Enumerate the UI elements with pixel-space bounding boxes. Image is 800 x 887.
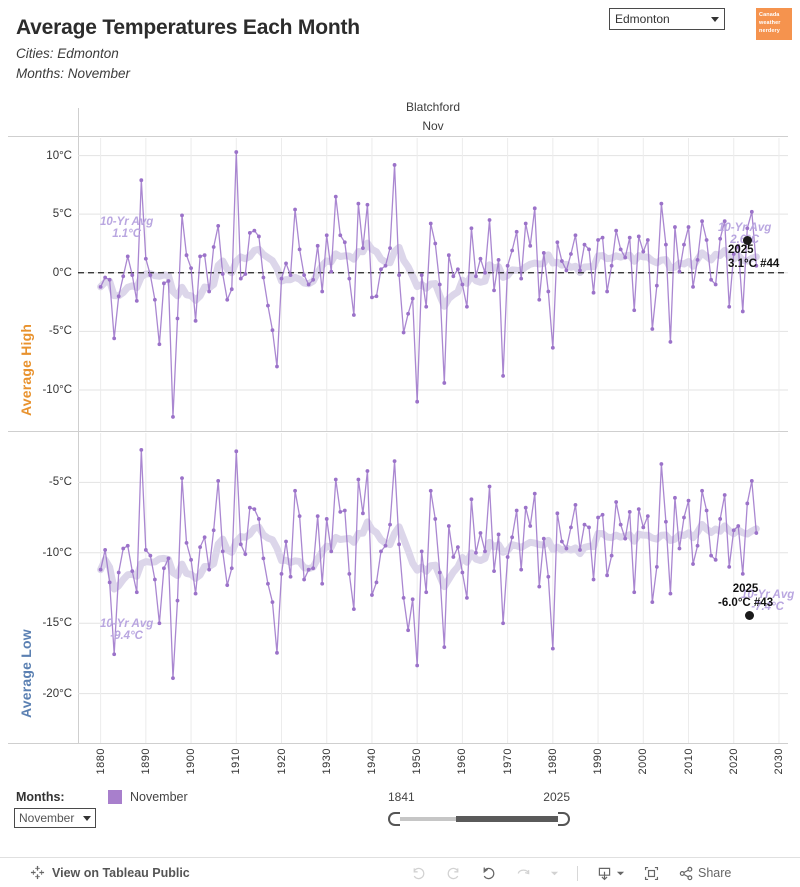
slider-bar-dark <box>456 816 562 822</box>
cities-subtitle: Cities: Edmonton <box>16 46 119 62</box>
months-select[interactable]: November <box>14 808 96 828</box>
slider-bar-light <box>398 817 456 821</box>
brand-line-3: nerdery <box>759 27 780 34</box>
x-tick-1900: 1900 <box>185 748 198 775</box>
slider-max-label: 2025 <box>543 790 570 804</box>
legend-swatch[interactable] <box>108 790 122 804</box>
year-range-slider[interactable]: 1841 2025 <box>388 790 570 826</box>
y-axis-title-high: Average High <box>18 323 34 416</box>
share-label: Share <box>698 866 732 880</box>
fullscreen-icon[interactable] <box>643 865 660 882</box>
legend-label: November <box>130 790 188 804</box>
x-tick-1990: 1990 <box>592 748 605 775</box>
divider-top <box>8 136 788 137</box>
x-tick-1890: 1890 <box>139 748 152 775</box>
slider-min-label: 1841 <box>388 790 415 804</box>
y-tick-high-4: -10°C <box>42 383 72 396</box>
y-tick-high-2: 0°C <box>52 266 72 279</box>
divider-bottom <box>8 743 788 744</box>
y-tick-low-0: -5°C <box>48 476 72 489</box>
plot-low[interactable] <box>78 433 788 743</box>
slider-handle-left[interactable] <box>388 812 400 826</box>
refresh-icon[interactable] <box>515 865 532 882</box>
view-on-tableau-public-label: View on Tableau Public <box>52 865 190 880</box>
months-select-value: November <box>19 811 75 825</box>
x-tick-2020: 2020 <box>727 748 740 775</box>
footer-toolbar: View on Tableau Public <box>0 857 800 887</box>
y-tick-high-1: 5°C <box>52 208 72 221</box>
city-select[interactable]: Edmonton <box>609 8 725 30</box>
chart-area: Blatchford Nov Average High Average Low … <box>0 98 800 788</box>
slider-handle-right[interactable] <box>558 812 570 826</box>
refresh-dropdown-icon[interactable] <box>550 869 559 878</box>
months-subtitle: Months: November <box>16 65 131 81</box>
current-year-marker-high[interactable] <box>743 236 752 245</box>
share-icon[interactable]: Share <box>678 865 731 882</box>
city-select-value: Edmonton <box>615 12 670 26</box>
viz-toolbar: Share <box>410 858 731 887</box>
panel-average-low[interactable]: 10-Yr Avg -9.4°C 10-Yr Avg -7.4°C 2025 -… <box>78 433 794 743</box>
slider-track[interactable] <box>388 812 570 826</box>
x-tick-1950: 1950 <box>411 748 424 775</box>
y-tick-high-0: 10°C <box>46 149 72 162</box>
chart-month-label: Nov <box>422 119 444 133</box>
x-tick-1970: 1970 <box>501 748 514 775</box>
panel-average-high[interactable]: 10-Yr Avg 1.1°C 10-Yr Avg 2.6°C 2025 3.1… <box>78 138 788 431</box>
chevron-down-icon <box>83 815 91 821</box>
x-tick-2030: 2030 <box>772 748 785 775</box>
x-tick-1960: 1960 <box>456 748 469 775</box>
chart-header: Blatchford Nov <box>78 98 788 136</box>
y-tick-high-3: -5°C <box>48 325 72 338</box>
header: Average Temperatures Each Month Cities: … <box>16 16 360 83</box>
x-tick-1940: 1940 <box>365 748 378 775</box>
x-tick-1910: 1910 <box>230 748 243 775</box>
y-axis-line <box>78 108 79 744</box>
revert-icon[interactable] <box>480 865 497 882</box>
x-tick-2010: 2010 <box>682 748 695 775</box>
y-tick-low-2: -15°C <box>42 617 72 630</box>
redo-icon[interactable] <box>445 865 462 882</box>
download-icon[interactable] <box>596 865 625 882</box>
chevron-down-icon <box>616 871 625 875</box>
x-tick-1980: 1980 <box>546 748 559 775</box>
view-on-tableau-public-link[interactable]: View on Tableau Public <box>30 865 190 880</box>
tableau-icon <box>30 865 45 880</box>
controls-bar: Months: November November 1841 2025 Cale… <box>0 786 800 852</box>
current-year-marker-low[interactable] <box>745 611 754 620</box>
brand-badge[interactable]: Canada weather nerdery <box>756 8 792 40</box>
x-tick-1920: 1920 <box>275 748 288 775</box>
x-tick-1930: 1930 <box>320 748 333 775</box>
y-tick-low-1: -10°C <box>42 546 72 559</box>
chevron-down-icon <box>711 16 719 22</box>
x-tick-2000: 2000 <box>637 748 650 775</box>
brand-line-1: Canada <box>759 12 780 18</box>
months-filter-label: Months: <box>16 790 65 804</box>
plot-high[interactable] <box>78 138 788 431</box>
divider-middle <box>8 431 788 432</box>
legend: November <box>108 790 188 804</box>
brand-line-2: weather <box>759 19 781 26</box>
toolbar-divider <box>577 865 578 881</box>
y-axis-title-low: Average Low <box>18 629 34 718</box>
undo-icon[interactable] <box>410 865 427 882</box>
station-name: Blatchford <box>405 100 461 114</box>
y-tick-low-3: -20°C <box>42 687 72 700</box>
x-tick-1880: 1880 <box>94 748 107 775</box>
page-title: Average Temperatures Each Month <box>16 16 360 39</box>
